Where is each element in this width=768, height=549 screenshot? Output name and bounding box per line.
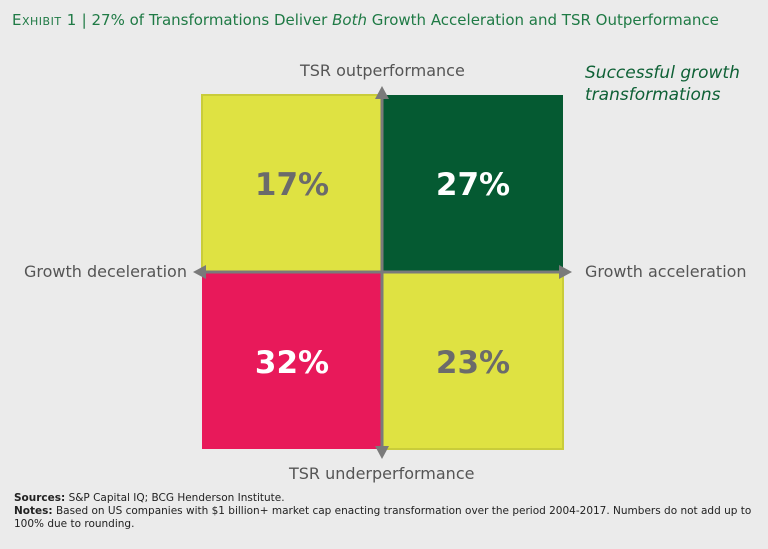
quadrant-top-right (382, 95, 563, 272)
quadrant-bottom-right-value: 23% (436, 345, 510, 381)
quadrant-bottom-left-value: 32% (255, 345, 329, 381)
axis-label-left: Growth deceleration (24, 262, 187, 281)
sources-text: S&P Capital IQ; BCG Henderson Institute. (68, 492, 285, 504)
callout-line-2: transformations (585, 85, 721, 105)
title-part-2: Growth Acceleration and TSR Outperforman… (371, 11, 719, 29)
quadrant-bottom-right (381, 271, 564, 450)
arrow-up-icon (375, 86, 389, 99)
successful-transformations-callout: Successful growth transformations (585, 62, 740, 106)
exhibit-label: Exhibit 1 (12, 11, 77, 29)
title-separator: | (81, 11, 87, 29)
callout-line-1: Successful growth (585, 63, 740, 83)
axis-label-top: TSR outperformance (300, 61, 465, 80)
quadrant-top-right-value: 27% (436, 167, 510, 203)
arrow-right-icon (559, 265, 572, 279)
notes-label: Notes: (14, 505, 53, 517)
arrow-left-icon (193, 265, 206, 279)
notes-text: Based on US companies with $1 billion+ m… (14, 505, 752, 530)
axis-label-right: Growth acceleration (585, 262, 747, 281)
quadrant-top-left-value: 17% (255, 167, 329, 203)
notes-line: Notes: Based on US companies with $1 bil… (14, 505, 754, 531)
title-emphasis: Both (332, 11, 367, 29)
axis-label-bottom: TSR underperformance (289, 464, 475, 483)
chart-footnotes: Sources: S&P Capital IQ; BCG Henderson I… (14, 492, 754, 531)
quadrant-bottom-left (202, 272, 382, 449)
arrow-down-icon (375, 446, 389, 459)
sources-label: Sources: (14, 492, 66, 504)
sources-line: Sources: S&P Capital IQ; BCG Henderson I… (14, 492, 754, 505)
title-part-1: 27% of Transformations Deliver (91, 11, 328, 29)
exhibit-title: Exhibit 1 | 27% of Transformations Deliv… (12, 11, 719, 29)
